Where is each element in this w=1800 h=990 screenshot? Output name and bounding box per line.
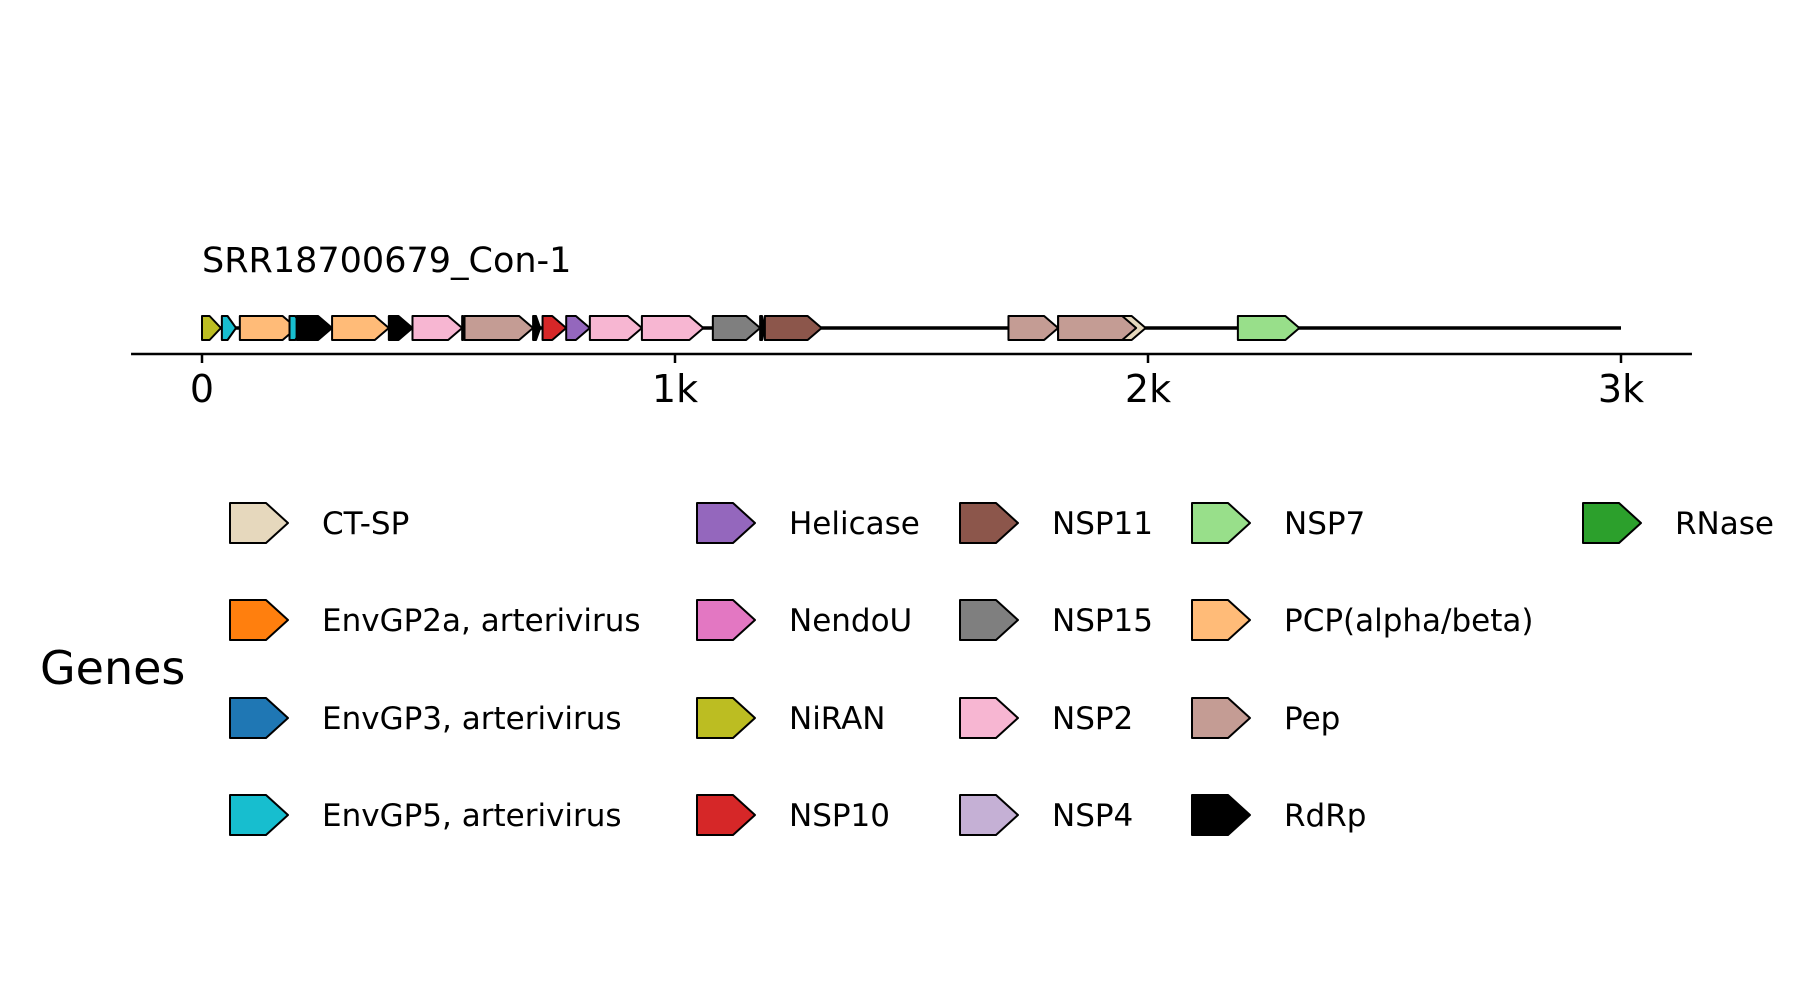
- gene-arrow-pcp-alpha-beta-: [238, 315, 298, 341]
- legend-entries: CT-SP EnvGP2a, arterivirus EnvGP3, arteriv…: [229, 502, 1774, 836]
- legend-swatch: [696, 599, 756, 641]
- legend-label: NendoU: [789, 603, 912, 639]
- legend-swatch: [1191, 599, 1251, 641]
- gene-arrow-pep: [1007, 315, 1060, 341]
- gene-arrow-pep: [463, 315, 535, 341]
- x-axis-ticks: 0 1k 2k 3k: [190, 354, 1644, 411]
- legend-label: Helicase: [789, 506, 920, 542]
- legend-swatch: [229, 794, 289, 836]
- gene-arrow-pcp-alpha-beta-: [331, 315, 390, 341]
- legend-label: NSP15: [1052, 603, 1153, 639]
- x-axis-tick-label: 2k: [1125, 367, 1171, 411]
- legend-swatch: [229, 599, 289, 641]
- legend-label: NiRAN: [789, 701, 885, 737]
- legend-label: RNase: [1675, 506, 1774, 542]
- legend-swatch: [959, 794, 1019, 836]
- track-title: SRR18700679_Con-1: [202, 241, 571, 281]
- legend-title: Genes: [40, 641, 185, 695]
- legend-label: PCP(alpha/beta): [1284, 603, 1534, 639]
- x-axis: 0 1k 2k 3k: [131, 352, 1692, 411]
- legend-swatch: [1191, 502, 1251, 544]
- legend-label: NSP2: [1052, 701, 1133, 737]
- legend-label: NSP11: [1052, 506, 1153, 542]
- gene-arrow-rdrp: [295, 315, 334, 341]
- legend-swatch: [696, 794, 756, 836]
- legend-label: NSP10: [789, 798, 890, 834]
- legend-label: EnvGP2a, arterivirus: [322, 603, 641, 639]
- legend-swatch: [229, 697, 289, 739]
- x-axis-tick-label: 0: [190, 367, 214, 411]
- legend-swatch: [1191, 697, 1251, 739]
- gene-arrow-rdrp: [387, 315, 414, 341]
- legend-label: Pep: [1284, 701, 1340, 737]
- gene-arrow-nsp2: [588, 315, 643, 341]
- legend-label: EnvGP5, arterivirus: [322, 798, 622, 834]
- gene-arrow-rdrp: [532, 315, 542, 341]
- x-axis-tick-label: 1k: [652, 367, 698, 411]
- legend-swatch: [959, 502, 1019, 544]
- legend-swatch: [1582, 502, 1642, 544]
- gene-arrows-group: [201, 315, 1301, 341]
- gene-arrow-nsp11: [763, 315, 823, 341]
- legend-swatch: [696, 697, 756, 739]
- gene-arrow-niran: [201, 315, 222, 341]
- gene-arrow-nsp7: [1236, 315, 1301, 341]
- legend-label: RdRp: [1284, 798, 1366, 834]
- gene-arrow-nsp2: [411, 315, 464, 341]
- legend: Genes CT-SP EnvGP2a, arterivirus EnvGP3, a…: [40, 502, 1774, 836]
- legend-label: EnvGP3, arterivirus: [322, 701, 622, 737]
- gene-arrow-envgp5-arterivirus: [220, 315, 238, 341]
- legend-swatch: [959, 697, 1019, 739]
- gene-arrow-pep: [1057, 315, 1138, 341]
- legend-label: NSP4: [1052, 798, 1133, 834]
- gene-arrow-helicase: [565, 315, 591, 341]
- gene-arrow-nsp15: [711, 315, 762, 341]
- legend-label: NSP7: [1284, 506, 1365, 542]
- x-axis-tick-label: 3k: [1598, 367, 1644, 411]
- gene-arrow-nsp2: [640, 315, 705, 341]
- gene-arrow-nsp10: [541, 315, 568, 341]
- legend-swatch: [959, 599, 1019, 641]
- gene-arrow-rdrp: [759, 315, 766, 341]
- legend-swatch: [1191, 794, 1251, 836]
- legend-swatch: [696, 502, 756, 544]
- legend-label: CT-SP: [322, 506, 409, 542]
- legend-swatch: [229, 502, 289, 544]
